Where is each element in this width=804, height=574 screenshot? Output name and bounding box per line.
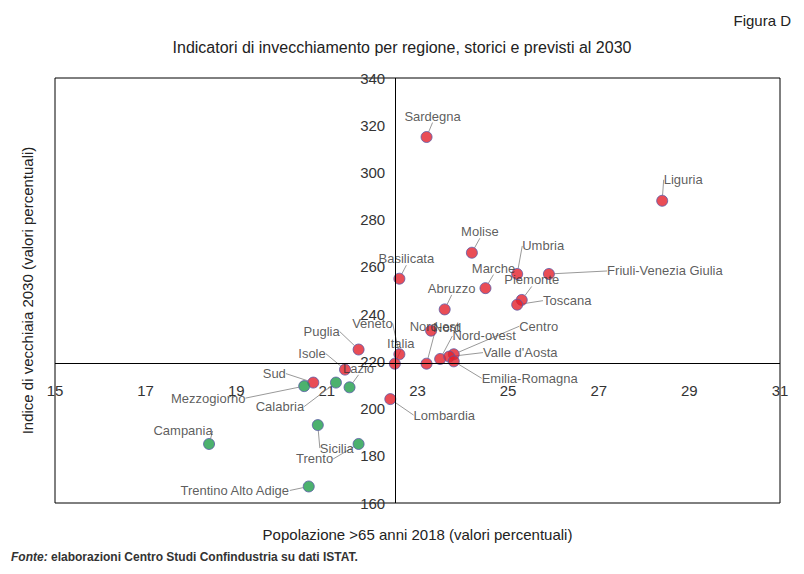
- svg-text:29: 29: [681, 382, 698, 399]
- svg-text:160: 160: [360, 495, 385, 512]
- svg-text:Umbria: Umbria: [522, 238, 565, 253]
- svg-text:25: 25: [499, 381, 517, 399]
- svg-text:Indicatori di invecchiamento p: Indicatori di invecchiamento per regione…: [173, 39, 632, 56]
- svg-text:Mezzogiorno: Mezzogiorno: [171, 391, 245, 406]
- svg-text:31: 31: [772, 382, 789, 399]
- svg-text:Popolazione >65 anni 2018 (val: Popolazione >65 anni 2018 (valori percen…: [263, 526, 573, 543]
- svg-text:280: 280: [360, 211, 385, 228]
- svg-text:Abruzzo: Abruzzo: [428, 281, 476, 296]
- svg-text:23: 23: [409, 382, 426, 399]
- svg-text:200: 200: [360, 400, 385, 417]
- svg-text:Campania: Campania: [153, 423, 213, 438]
- svg-text:Lazio: Lazio: [343, 360, 375, 376]
- svg-text:Sicilia: Sicilia: [319, 440, 354, 456]
- svg-text:Friuli-Venezia Giulia: Friuli-Venezia Giulia: [607, 263, 723, 278]
- svg-text:320: 320: [360, 117, 385, 134]
- svg-text:Trentino Alto Adige: Trentino Alto Adige: [180, 483, 289, 498]
- svg-text:Nord-est: Nord-est: [409, 319, 460, 335]
- svg-text:260: 260: [360, 258, 386, 276]
- svg-text:elaborazioni Centro Studi Conf: elaborazioni Centro Studi Confindustria …: [48, 550, 358, 564]
- svg-text:Puglia: Puglia: [304, 324, 341, 339]
- svg-text:Centro: Centro: [519, 319, 558, 334]
- svg-text:Sardegna: Sardegna: [404, 109, 461, 124]
- svg-text:300: 300: [360, 164, 385, 181]
- svg-text:Trento: Trento: [296, 451, 333, 466]
- svg-text:Liguria: Liguria: [664, 172, 704, 187]
- svg-text:27: 27: [590, 382, 607, 399]
- svg-text:Italia: Italia: [387, 336, 415, 351]
- svg-text:Basilicata: Basilicata: [379, 251, 435, 266]
- svg-text:180: 180: [360, 447, 385, 464]
- svg-text:21: 21: [318, 381, 336, 399]
- svg-text:15: 15: [47, 382, 64, 399]
- svg-text:Isole: Isole: [298, 346, 325, 361]
- svg-text:340: 340: [360, 70, 385, 87]
- svg-text:Molise: Molise: [461, 224, 499, 239]
- svg-text:240: 240: [360, 305, 386, 323]
- svg-text:Emilia-Romagna: Emilia-Romagna: [482, 371, 579, 386]
- svg-text:Piemonte: Piemonte: [504, 272, 559, 287]
- svg-text:Nord-ovest: Nord-ovest: [452, 328, 516, 343]
- svg-text:Lombardia: Lombardia: [414, 408, 476, 423]
- svg-text:Toscana: Toscana: [543, 293, 592, 308]
- svg-text:Calabria: Calabria: [256, 399, 305, 414]
- svg-text:Veneto: Veneto: [352, 316, 393, 331]
- svg-text:17: 17: [137, 382, 154, 399]
- svg-text:Valle d'Aosta: Valle d'Aosta: [483, 345, 558, 360]
- svg-text:Figura D: Figura D: [733, 12, 791, 29]
- svg-text:Fonte:: Fonte:: [11, 550, 48, 564]
- svg-text:Marche: Marche: [471, 260, 516, 276]
- svg-text:Indice di vecchiaia 2030 (valo: Indice di vecchiaia 2030 (valori percent…: [19, 147, 36, 435]
- svg-text:Sud: Sud: [263, 366, 286, 381]
